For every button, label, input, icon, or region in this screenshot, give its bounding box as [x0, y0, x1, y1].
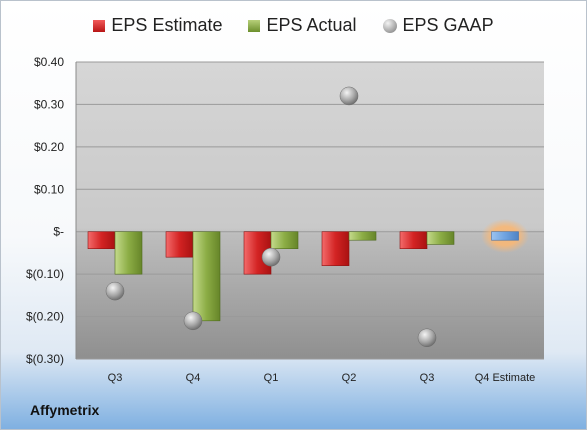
- marker-eps-gaap: [417, 328, 437, 348]
- bar-eps-actual: [348, 231, 377, 241]
- bar-eps-actual: [270, 231, 299, 249]
- bar-eps-actual: [192, 231, 221, 322]
- x-tick-label: Q2: [342, 372, 357, 384]
- marker-eps-gaap: [261, 247, 281, 267]
- legend-swatch-eps-gaap: [382, 18, 397, 33]
- legend: EPS Estimate EPS Actual EPS GAAP: [0, 15, 587, 36]
- bar-eps-estimate: [165, 231, 194, 258]
- y-axis-ticks: $0.40 $0.30 $0.20 $0.10 $- $(0.10) $(0.20) $(0.…: [26, 55, 64, 366]
- legend-item-eps-actual: EPS Actual: [248, 15, 357, 36]
- x-tick-label: Q4: [186, 372, 201, 384]
- marker-eps-gaap: [183, 311, 203, 331]
- x-tick-label: Q4 Estimate: [475, 372, 536, 384]
- y-tick-label: $(0.30): [26, 352, 64, 366]
- legend-label-eps-estimate: EPS Estimate: [111, 15, 223, 35]
- y-tick-label: $0.30: [34, 97, 64, 111]
- legend-swatch-eps-actual: [248, 19, 261, 32]
- y-tick-label: $(0.20): [26, 310, 64, 324]
- y-tick-label: $0.10: [34, 182, 64, 196]
- legend-label-eps-actual: EPS Actual: [266, 15, 357, 35]
- x-tick-label: Q1: [264, 372, 279, 384]
- y-tick-label: $0.40: [34, 55, 64, 69]
- legend-item-eps-gaap: EPS GAAP: [382, 15, 494, 36]
- legend-item-eps-estimate: EPS Estimate: [93, 15, 222, 36]
- x-tick-label: Q3: [108, 372, 123, 384]
- x-axis-labels: Q3 Q4 Q1 Q2 Q3 Q4 Estimate: [108, 372, 536, 384]
- bar-eps-estimate: [87, 231, 116, 249]
- bars: [87, 218, 529, 322]
- y-tick-label: $(0.10): [26, 267, 64, 281]
- bar-eps-actual: [114, 231, 143, 275]
- marker-eps-gaap: [105, 281, 125, 301]
- x-tick-label: Q3: [420, 372, 435, 384]
- marker-eps-gaap: [339, 86, 359, 106]
- gridlines: [75, 61, 544, 360]
- legend-label-eps-gaap: EPS GAAP: [402, 15, 494, 35]
- bar-eps-estimate: [321, 231, 350, 266]
- bar-eps-estimate: [399, 231, 428, 249]
- bar-eps-estimate-next: [491, 231, 519, 241]
- y-tick-label: $0.20: [34, 140, 64, 154]
- legend-swatch-eps-estimate: [93, 19, 106, 32]
- company-label: Affymetrix: [30, 402, 100, 418]
- plot-background: [76, 62, 544, 359]
- gaap-markers: [105, 86, 437, 348]
- bar-eps-actual: [426, 231, 455, 245]
- y-tick-label: $-: [53, 225, 64, 239]
